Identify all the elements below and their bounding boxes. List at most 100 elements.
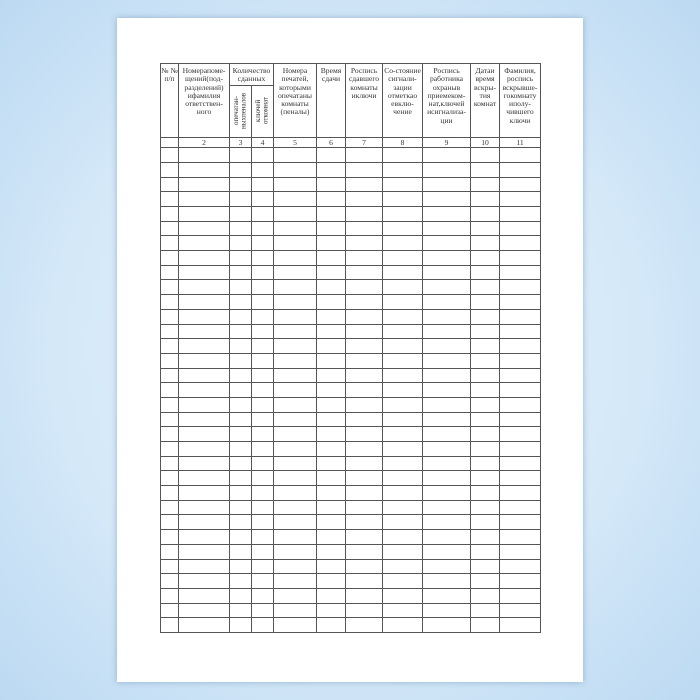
table-cell xyxy=(316,529,346,545)
table-cell xyxy=(160,176,179,193)
table-cell xyxy=(160,426,179,443)
table-cell xyxy=(345,382,383,398)
table-cell xyxy=(316,382,346,398)
table-cell xyxy=(229,529,252,545)
table-cell xyxy=(345,220,383,237)
table-cell xyxy=(178,323,230,340)
table-cell xyxy=(382,264,423,281)
table-cell xyxy=(178,382,230,398)
col-num: 9 xyxy=(422,137,471,149)
table-cell xyxy=(422,191,471,208)
table-cell xyxy=(178,338,230,354)
table-cell xyxy=(273,441,317,457)
table-cell xyxy=(160,485,179,501)
table-cell xyxy=(273,617,317,633)
table-cell xyxy=(160,308,179,325)
table-cell xyxy=(251,396,274,413)
table-cell xyxy=(382,426,423,443)
table-cell xyxy=(178,176,230,193)
table-row xyxy=(160,573,541,589)
table-cell xyxy=(251,191,274,208)
table-cell xyxy=(229,558,252,575)
table-cell xyxy=(178,235,230,252)
table-cell xyxy=(229,470,252,487)
table-cell xyxy=(345,455,383,472)
table-cell xyxy=(470,279,500,296)
table-cell xyxy=(273,338,317,354)
col-num: 3 xyxy=(229,137,252,149)
table-cell xyxy=(251,220,274,237)
table-cell xyxy=(251,514,274,531)
table-row xyxy=(160,176,541,193)
table-cell xyxy=(382,294,423,310)
table-row xyxy=(160,529,541,545)
table-cell xyxy=(251,367,274,384)
table-cell xyxy=(499,543,541,560)
table-cell xyxy=(178,573,230,589)
header-number: № № п/п xyxy=(160,62,179,139)
table-cell xyxy=(160,220,179,237)
table-cell xyxy=(499,352,541,369)
table-cell xyxy=(470,264,500,281)
table-cell xyxy=(470,499,500,516)
table-cell xyxy=(178,367,230,384)
table-cell xyxy=(160,352,179,369)
table-cell xyxy=(499,529,541,545)
table-row xyxy=(160,220,541,237)
table-cell xyxy=(273,264,317,281)
table-cell xyxy=(160,323,179,340)
table-cell xyxy=(345,264,383,281)
table-cell xyxy=(422,573,471,589)
table-cell xyxy=(229,279,252,296)
table-row xyxy=(160,382,541,398)
table-cell xyxy=(345,587,383,604)
table-cell xyxy=(273,602,317,619)
table-cell xyxy=(345,617,383,633)
table-cell xyxy=(316,455,346,472)
table-cell xyxy=(422,441,471,457)
table-cell xyxy=(470,206,500,222)
table-cell xyxy=(422,470,471,487)
table-cell xyxy=(229,338,252,354)
table-row xyxy=(160,323,541,340)
table-row xyxy=(160,367,541,384)
table-cell xyxy=(251,426,274,443)
table-cell xyxy=(229,191,252,208)
table-cell xyxy=(251,147,274,163)
table-cell xyxy=(316,514,346,531)
table-cell xyxy=(499,279,541,296)
table-cell xyxy=(251,602,274,619)
table-cell xyxy=(422,279,471,296)
table-cell xyxy=(229,220,252,237)
table-cell xyxy=(422,396,471,413)
table-cell xyxy=(273,411,317,428)
table-cell xyxy=(499,367,541,384)
table-cell xyxy=(229,161,252,178)
col-num: 5 xyxy=(273,137,317,149)
table-cell xyxy=(422,455,471,472)
table-cell xyxy=(316,191,346,208)
table-cell xyxy=(470,235,500,252)
table-cell xyxy=(229,617,252,633)
table-cell xyxy=(422,352,471,369)
table-cell xyxy=(273,529,317,545)
table-cell xyxy=(316,617,346,633)
table-cell xyxy=(178,191,230,208)
table-cell xyxy=(470,161,500,178)
table-cell xyxy=(470,602,500,619)
table-cell xyxy=(382,396,423,413)
table-cell xyxy=(470,441,500,457)
table-cell xyxy=(160,367,179,384)
table-cell xyxy=(422,367,471,384)
table-row xyxy=(160,352,541,369)
table-cell xyxy=(273,499,317,516)
header-room: Номерапоме-щений(под-разделений) ифамили… xyxy=(178,62,230,139)
table-cell xyxy=(499,308,541,325)
table-cell xyxy=(229,352,252,369)
table-cell xyxy=(178,250,230,266)
table-cell xyxy=(499,147,541,163)
table-cell xyxy=(229,543,252,560)
table-cell xyxy=(345,250,383,266)
table-cell xyxy=(345,294,383,310)
table-cell xyxy=(382,382,423,398)
